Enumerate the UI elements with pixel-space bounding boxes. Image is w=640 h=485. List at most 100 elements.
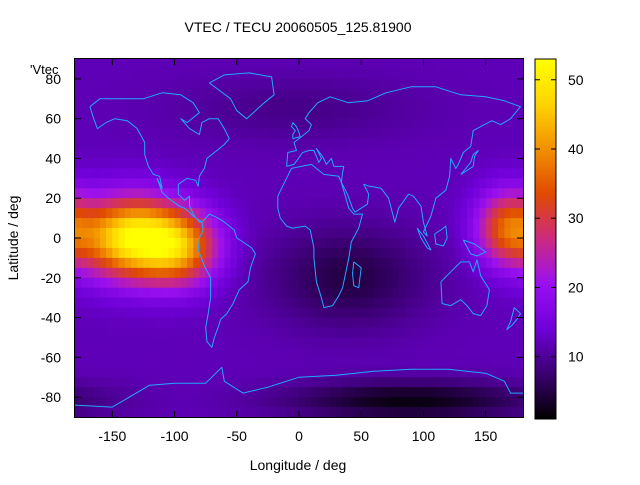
heatmap-cell — [218, 68, 225, 80]
heatmap-cell — [162, 138, 169, 150]
heatmap-cell — [193, 257, 201, 269]
heatmap-cell — [280, 257, 288, 269]
heatmap-cell — [355, 317, 362, 329]
heatmap-cell — [516, 387, 524, 398]
heatmap-cell — [187, 267, 194, 279]
heatmap-cell — [473, 247, 481, 259]
heatmap-cell — [467, 98, 474, 110]
heatmap-cell — [510, 277, 518, 289]
heatmap-cell — [317, 138, 325, 150]
heatmap-cell — [224, 88, 232, 100]
heatmap-cell — [435, 377, 443, 388]
heatmap-cell — [236, 198, 244, 209]
heatmap-cell — [187, 188, 194, 199]
colorbar-tick-label: 30 — [568, 210, 584, 226]
heatmap-cell — [473, 108, 481, 120]
heatmap-cell — [479, 347, 487, 358]
heatmap-cell — [491, 297, 499, 309]
heatmap-cell — [112, 78, 120, 90]
heatmap-cell — [292, 387, 300, 398]
heatmap-cell — [81, 228, 89, 239]
heatmap-cell — [504, 198, 512, 209]
heatmap-cell — [112, 178, 120, 189]
heatmap-cell — [137, 228, 145, 239]
heatmap-cell — [317, 168, 325, 179]
heatmap-cell — [274, 287, 281, 299]
heatmap-cell — [498, 178, 505, 189]
heatmap-cell — [311, 267, 319, 279]
heatmap-cell — [243, 88, 250, 100]
heatmap-cell — [75, 88, 82, 100]
heatmap-cell — [485, 198, 493, 209]
heatmap-cell — [292, 128, 300, 140]
heatmap-cell — [448, 148, 456, 160]
heatmap-cell — [504, 357, 512, 368]
heatmap-cell — [498, 347, 505, 358]
heatmap-cell — [386, 277, 393, 289]
heatmap-cell — [411, 148, 418, 160]
heatmap-cell — [305, 88, 313, 100]
heatmap-cell — [367, 228, 375, 239]
heatmap-cell — [218, 357, 225, 368]
heatmap-cell — [361, 287, 369, 299]
heatmap-cell — [311, 228, 319, 239]
heatmap-cell — [479, 68, 487, 80]
heatmap-cell — [199, 327, 207, 339]
heatmap-cell — [485, 218, 493, 229]
heatmap-cell — [87, 148, 95, 160]
heatmap-cell — [180, 337, 188, 348]
heatmap-cell — [174, 307, 182, 319]
series-key-label: 'Vtec — [30, 62, 59, 77]
heatmap-cell — [93, 168, 101, 179]
heatmap-cell — [460, 367, 468, 378]
heatmap-cell — [504, 228, 512, 239]
heatmap-cell — [485, 78, 493, 90]
heatmap-cell — [168, 218, 176, 229]
heatmap-cell — [180, 118, 188, 130]
heatmap-cell — [143, 108, 151, 120]
heatmap-cell — [280, 188, 288, 199]
heatmap-cell — [336, 317, 344, 329]
heatmap-cell — [448, 88, 456, 100]
heatmap-cell — [361, 377, 369, 388]
heatmap-cell — [348, 287, 356, 299]
heatmap-cell — [143, 397, 151, 408]
heatmap-cell — [199, 198, 207, 209]
heatmap-cell — [155, 327, 163, 339]
heatmap-cell — [230, 128, 238, 140]
heatmap-cell — [491, 59, 499, 70]
heatmap-cell — [323, 277, 331, 289]
heatmap-cell — [261, 287, 269, 299]
heatmap-cell — [112, 287, 120, 299]
heatmap-cell — [417, 138, 425, 150]
heatmap-cell — [491, 148, 499, 160]
heatmap-cell — [118, 98, 126, 110]
heatmap-cell — [473, 357, 481, 368]
heatmap-cell — [162, 158, 169, 169]
heatmap-cell — [112, 327, 120, 339]
heatmap-cell — [491, 98, 499, 110]
heatmap-cell — [423, 198, 431, 209]
heatmap-cell — [311, 128, 319, 140]
heatmap-cell — [516, 247, 524, 259]
heatmap-cell — [292, 287, 300, 299]
heatmap-cell — [199, 277, 207, 289]
heatmap-cell — [180, 128, 188, 140]
heatmap-cell — [87, 377, 95, 388]
heatmap-cell — [460, 168, 468, 179]
heatmap-cell — [367, 78, 375, 90]
heatmap-cell — [174, 98, 182, 110]
heatmap-cell — [442, 367, 449, 378]
heatmap-cell — [299, 228, 306, 239]
heatmap-cell — [435, 267, 443, 279]
heatmap-cell — [323, 198, 331, 209]
heatmap-cell — [180, 317, 188, 329]
heatmap-cell — [187, 198, 194, 209]
heatmap-cell — [218, 317, 225, 329]
heatmap-cell — [516, 287, 524, 299]
heatmap-cell — [491, 267, 499, 279]
heatmap-cell — [361, 118, 369, 130]
heatmap-cell — [112, 108, 120, 120]
heatmap-cell — [367, 347, 375, 358]
heatmap-cell — [311, 218, 319, 229]
